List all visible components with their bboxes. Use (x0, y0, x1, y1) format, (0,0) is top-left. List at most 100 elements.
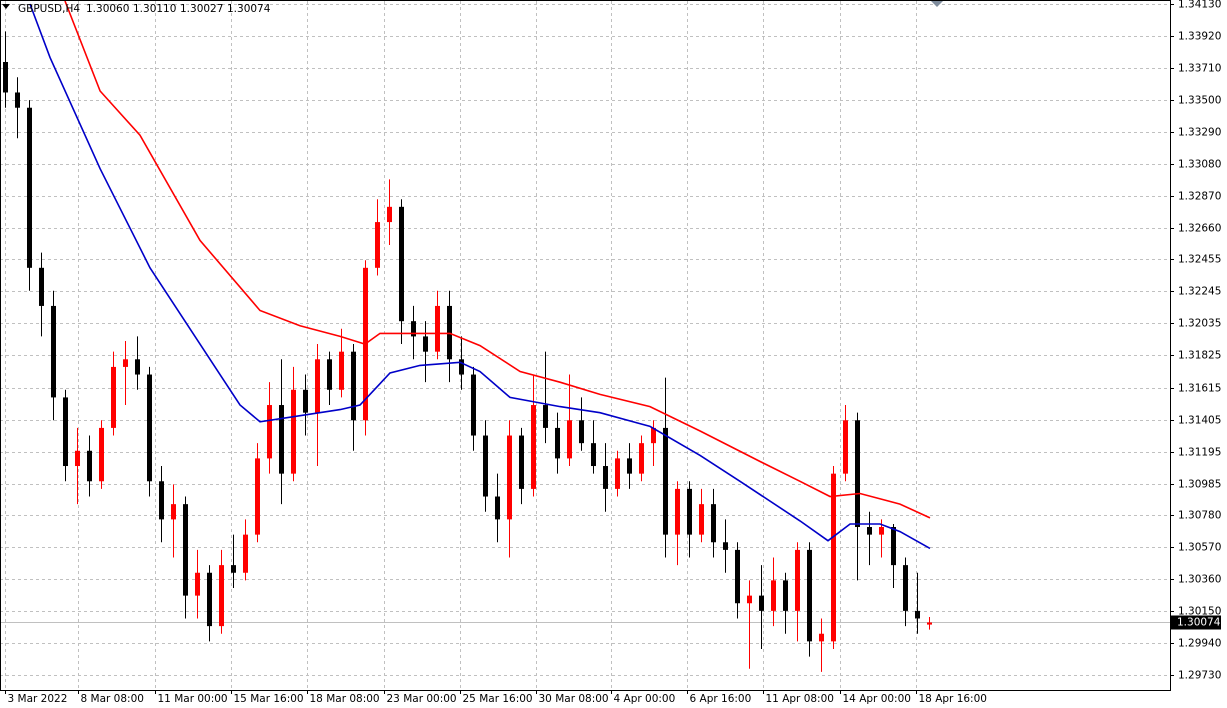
candle-body (231, 565, 236, 573)
y-tick-label: 1.32455 (1178, 254, 1221, 266)
candle-body (207, 572, 212, 627)
candle-body (387, 206, 392, 223)
x-tick-label: 11 Mar 00:00 (158, 693, 228, 705)
candle-body (471, 374, 476, 436)
moving-average (29, 3, 931, 550)
candle-body (807, 549, 812, 642)
y-tick-label: 1.34130 (1178, 0, 1221, 11)
candle-body (171, 504, 176, 520)
candle-body (771, 580, 776, 611)
candle-body (279, 405, 284, 474)
candle-body (819, 633, 824, 642)
candle-body (591, 443, 596, 467)
candle-body (543, 405, 548, 428)
last-price-label: 1.30074 (1177, 617, 1221, 629)
x-tick-label: 3 Mar 2022 (8, 693, 68, 705)
candle-body (687, 488, 692, 535)
y-tick-label: 1.30150 (1178, 606, 1221, 618)
candle-body (555, 427, 560, 459)
candle-body (675, 488, 680, 535)
x-tick-label: 18 Mar 08:00 (310, 693, 380, 705)
candle-body (147, 374, 152, 482)
y-tick-label: 1.30780 (1178, 510, 1221, 522)
candle-body (831, 473, 836, 642)
x-tick-label: 25 Mar 16:00 (463, 693, 533, 705)
candle-body (39, 267, 44, 306)
y-tick-label: 1.33710 (1178, 63, 1221, 75)
candle-body (219, 565, 224, 627)
candle-body (495, 496, 500, 520)
candle-body (351, 351, 356, 421)
candle-body (927, 622, 932, 625)
candle-body (159, 481, 164, 520)
y-tick-label: 1.33920 (1178, 31, 1221, 43)
candle-body (123, 359, 128, 367)
candle-body (867, 527, 872, 535)
candle-body (735, 549, 740, 604)
candle-body (747, 595, 752, 604)
candle-body (843, 420, 848, 474)
candle-body (327, 359, 332, 390)
candle-body (15, 92, 20, 108)
candle-body (531, 405, 536, 489)
axes: 1.34130 1.33920 1.33710 1.33500 1.33290 1.330… (5, 0, 1221, 705)
candle-body (195, 572, 200, 596)
x-tick-label: 15 Mar 16:00 (234, 693, 304, 705)
y-tick-label: 1.33080 (1178, 159, 1221, 171)
ohlc-label: 1.30060 (86, 3, 129, 15)
plot (0, 1, 1170, 672)
y-tick-label: 1.32660 (1178, 223, 1221, 235)
y-tick-label: 1.33500 (1178, 95, 1221, 107)
x-tick-label: 8 Mar 08:00 (81, 693, 144, 705)
y-tick-label: 1.31405 (1178, 415, 1221, 427)
candle-body (135, 359, 140, 375)
y-tick-label: 1.32245 (1178, 286, 1221, 298)
candle-body (423, 336, 428, 352)
candle-body (783, 580, 788, 611)
candle-body (459, 359, 464, 375)
candle-body (303, 389, 308, 413)
candle-body (915, 610, 920, 619)
candle-body (255, 458, 260, 535)
candle-body (711, 504, 716, 543)
candle-body (267, 405, 272, 459)
candle-body (615, 458, 620, 489)
ohlc-label: 1.30027 (180, 3, 223, 15)
candle-body (51, 305, 56, 398)
candle-body (519, 435, 524, 489)
candle-body (75, 450, 80, 467)
x-tick-label: 4 Apr 00:00 (614, 693, 676, 705)
ohlc-label: 1.30074 (227, 3, 271, 15)
grid (0, 1, 1170, 690)
candle-body (399, 206, 404, 322)
plot-frame (0, 0, 1171, 691)
candle-body (855, 420, 860, 528)
candle-body (375, 222, 380, 268)
candle-body (111, 366, 116, 428)
y-tick-label: 1.31615 (1178, 383, 1221, 395)
x-tick-label: 11 Apr 08:00 (766, 693, 834, 705)
candle-body (435, 305, 440, 352)
candle-body (63, 397, 68, 467)
x-tick-label: 6 Apr 16:00 (690, 693, 752, 705)
candle-body (567, 420, 572, 459)
ohlc-labels: 1.30060 1.30110 1.30027 1.30074 (86, 3, 271, 15)
y-tick-label: 1.33290 (1178, 127, 1221, 139)
candle-body (3, 61, 8, 93)
y-tick-label: 1.31195 (1178, 447, 1221, 459)
y-tick-label: 1.30985 (1178, 479, 1221, 491)
candle-body (99, 427, 104, 482)
x-tick-label: 30 Mar 08:00 (539, 693, 609, 705)
x-tick-label: 23 Mar 00:00 (387, 693, 457, 705)
menu-arrow (2, 4, 10, 9)
last-price-box (1171, 615, 1221, 630)
shift-marker (931, 1, 943, 7)
y-tick-label: 1.30360 (1178, 574, 1221, 586)
candle-body (507, 435, 512, 520)
y-tick-label: 1.32035 (1178, 318, 1221, 330)
candle-body (795, 549, 800, 611)
moving-average (64, 1, 931, 519)
x-tick-label: 14 Apr 00:00 (843, 693, 911, 705)
candle-body (243, 534, 248, 573)
